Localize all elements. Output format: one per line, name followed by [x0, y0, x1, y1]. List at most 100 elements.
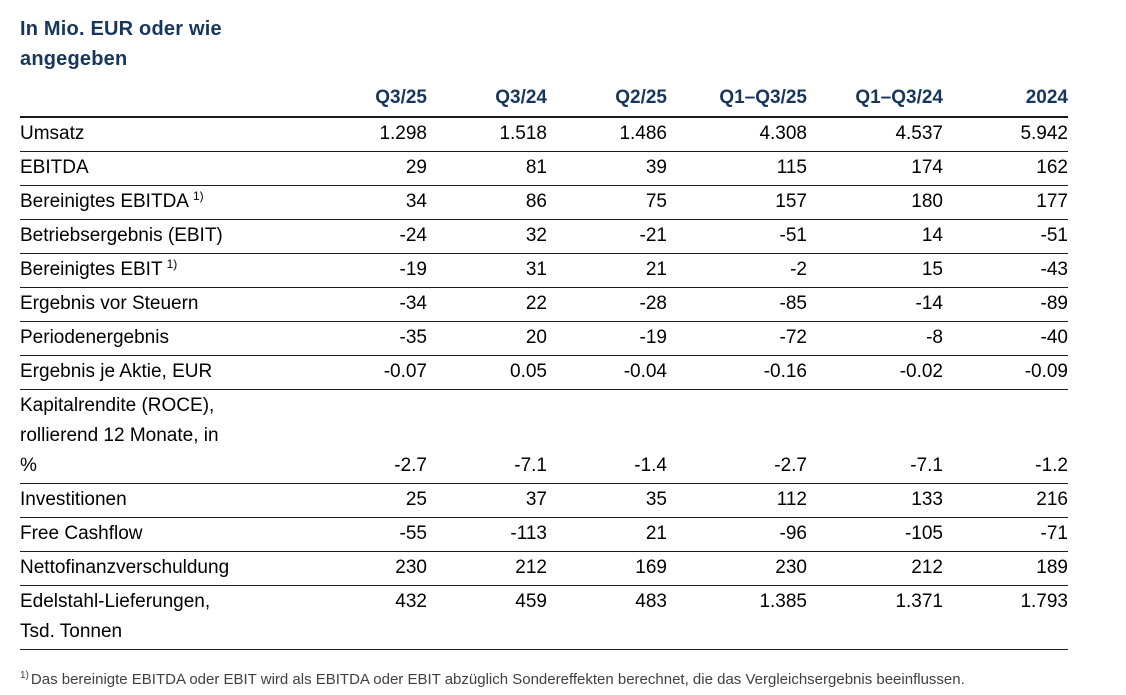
cell-value: 180: [807, 185, 943, 220]
cell-value: 20: [427, 321, 547, 356]
cell-value: -51: [667, 219, 807, 254]
cell-value: 35: [547, 483, 667, 518]
cell-value: 25: [330, 483, 427, 518]
cell-value: 432: [330, 585, 427, 650]
column-header: 2024: [943, 84, 1068, 118]
cell-value: 86: [427, 185, 547, 220]
cell-value: 169: [547, 551, 667, 586]
cell-value: 5.942: [943, 117, 1068, 152]
cell-value: -51: [943, 219, 1068, 254]
cell-value: -0.09: [943, 355, 1068, 390]
cell-value: 133: [807, 483, 943, 518]
cell-value: 1.793: [943, 585, 1068, 650]
cell-value: -21: [547, 219, 667, 254]
cell-value: 212: [427, 551, 547, 586]
cell-value: -0.07: [330, 355, 427, 390]
cell-value: -34: [330, 287, 427, 322]
table-body: Umsatz 1.298 1.518 1.486 4.308 4.537 5.942 EBIT…: [20, 117, 1068, 650]
cell-value: -0.04: [547, 355, 667, 390]
column-header: Q1–Q3/25: [667, 84, 807, 118]
footnote-marker: 1): [192, 188, 204, 203]
cell-value: 0.05: [427, 355, 547, 390]
cell-value: 37: [427, 483, 547, 518]
cell-value: 162: [943, 151, 1068, 186]
column-header: Q1–Q3/24: [807, 84, 943, 118]
row-label: Umsatz: [20, 117, 330, 152]
cell-value: 174: [807, 151, 943, 186]
table-row: Edelstahl-Lieferungen, Tsd. Tonnen 432 459…: [20, 585, 1068, 650]
header-spacer: [20, 84, 330, 118]
cell-value: -8: [807, 321, 943, 356]
footnote-text: Das bereinigte EBITDA oder EBIT wird als…: [30, 671, 965, 688]
row-label: Kapitalrendite (ROCE), rollierend 12 Mon…: [20, 389, 330, 484]
cell-value: -85: [667, 287, 807, 322]
cell-value: -1.2: [943, 389, 1068, 484]
row-label: Bereinigtes EBITDA 1): [20, 185, 330, 220]
cell-value: 177: [943, 185, 1068, 220]
row-label: Ergebnis je Aktie, EUR: [20, 355, 330, 390]
cell-value: 1.486: [547, 117, 667, 152]
cell-value: 216: [943, 483, 1068, 518]
cell-value: 32: [427, 219, 547, 254]
table-row: Investitionen 25 37 35 112 133 216: [20, 483, 1068, 518]
row-label: Edelstahl-Lieferungen, Tsd. Tonnen: [20, 585, 330, 650]
cell-value: -2.7: [667, 389, 807, 484]
cell-value: -72: [667, 321, 807, 356]
table-row: Kapitalrendite (ROCE), rollierend 12 Mon…: [20, 389, 1068, 484]
cell-value: 459: [427, 585, 547, 650]
cell-value: 21: [547, 253, 667, 288]
table-row: Periodenergebnis -35 20 -19 -72 -8 -40: [20, 321, 1068, 356]
row-label: EBITDA: [20, 151, 330, 186]
column-header: Q3/25: [330, 84, 427, 118]
financial-table: Q3/25 Q3/24 Q2/25 Q1–Q3/25 Q1–Q3/24 2024 Umsa…: [20, 84, 1068, 650]
cell-value: -28: [547, 287, 667, 322]
table-row: Betriebsergebnis (EBIT) -24 32 -21 -51 14 -51: [20, 219, 1068, 254]
cell-value: 212: [807, 551, 943, 586]
cell-value: 29: [330, 151, 427, 186]
row-label: Investitionen: [20, 483, 330, 518]
cell-value: -71: [943, 517, 1068, 552]
page-title: In Mio. EUR oder wie angegeben: [20, 18, 222, 70]
cell-value: 4.308: [667, 117, 807, 152]
column-header: Q3/24: [427, 84, 547, 118]
cell-value: -19: [547, 321, 667, 356]
cell-value: 21: [547, 517, 667, 552]
cell-value: -14: [807, 287, 943, 322]
footnote: 1) Das bereinigte EBITDA oder EBIT wird a…: [20, 666, 1106, 690]
table-row: Umsatz 1.298 1.518 1.486 4.308 4.537 5.942: [20, 117, 1068, 152]
column-header: Q2/25: [547, 84, 667, 118]
row-label: Periodenergebnis: [20, 321, 330, 356]
cell-value: -0.16: [667, 355, 807, 390]
cell-value: -2.7: [330, 389, 427, 484]
cell-value: 75: [547, 185, 667, 220]
cell-value: 230: [667, 551, 807, 586]
cell-value: 1.385: [667, 585, 807, 650]
table-row: Ergebnis je Aktie, EUR -0.07 0.05 -0.04 -0.1…: [20, 355, 1068, 390]
cell-value: 22: [427, 287, 547, 322]
cell-value: -7.1: [427, 389, 547, 484]
table-row: Bereinigtes EBIT 1) -19 31 21 -2 15 -43: [20, 253, 1068, 288]
table-row: Nettofinanzverschuldung 230 212 169 230 212 18…: [20, 551, 1068, 586]
cell-value: -113: [427, 517, 547, 552]
table-row: Bereinigtes EBITDA 1) 34 86 75 157 180 177: [20, 185, 1068, 220]
cell-value: -0.02: [807, 355, 943, 390]
cell-value: -7.1: [807, 389, 943, 484]
cell-value: 31: [427, 253, 547, 288]
cell-value: -19: [330, 253, 427, 288]
cell-value: 14: [807, 219, 943, 254]
row-label: Ergebnis vor Steuern: [20, 287, 330, 322]
cell-value: -40: [943, 321, 1068, 356]
cell-value: -2: [667, 253, 807, 288]
cell-value: 230: [330, 551, 427, 586]
cell-value: 15: [807, 253, 943, 288]
cell-value: 39: [547, 151, 667, 186]
row-label: Betriebsergebnis (EBIT): [20, 219, 330, 254]
cell-value: -43: [943, 253, 1068, 288]
row-label: Free Cashflow: [20, 517, 330, 552]
cell-value: -35: [330, 321, 427, 356]
table-row: Ergebnis vor Steuern -34 22 -28 -85 -14 -89: [20, 287, 1068, 322]
table-row: EBITDA 29 81 39 115 174 162: [20, 151, 1068, 186]
row-label: Bereinigtes EBIT 1): [20, 253, 330, 288]
cell-value: -105: [807, 517, 943, 552]
